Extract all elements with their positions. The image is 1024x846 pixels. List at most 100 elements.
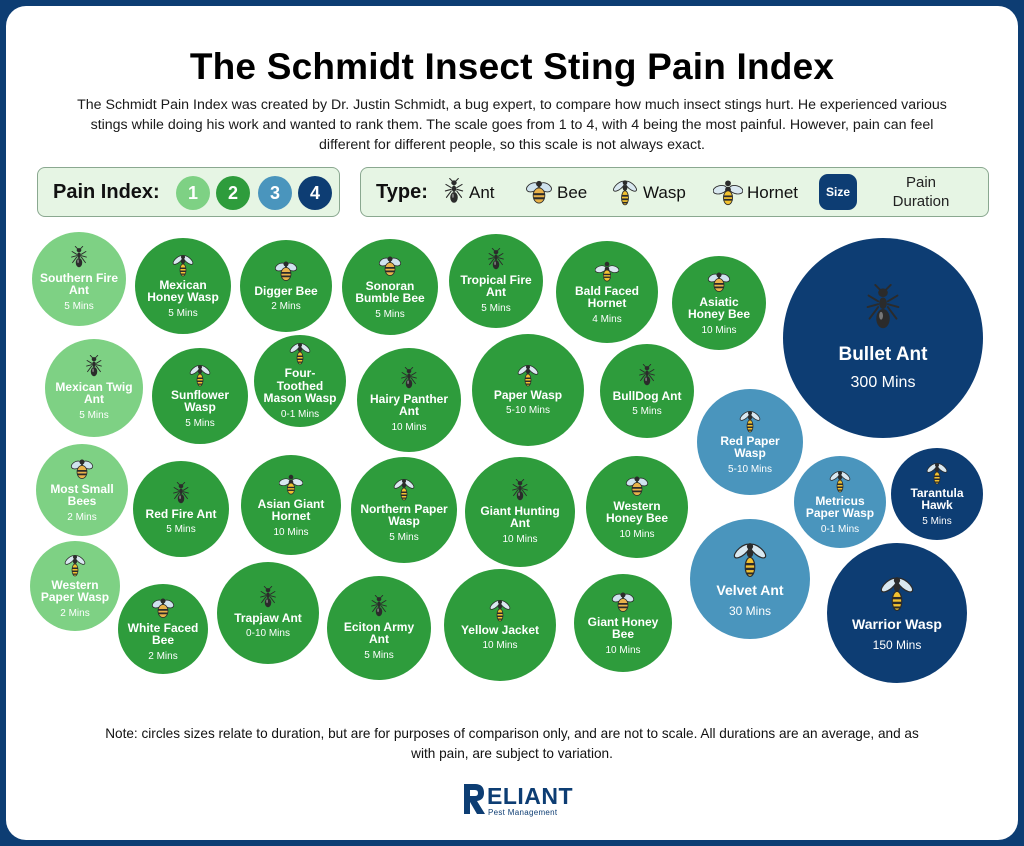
- bubble-duration: 10 Mins: [391, 421, 427, 433]
- bubble-name: Mexican Twig Ant: [55, 379, 133, 406]
- logo-subtitle: Pest Management: [488, 808, 558, 817]
- bubble-duration: 0-10 Mins: [246, 628, 290, 640]
- bubble-duration: 0-1 Mins: [820, 523, 860, 535]
- bubble-duration: 150 Mins: [872, 638, 922, 652]
- bubble-eciton-army-ant: Eciton Army Ant 5 Mins: [327, 576, 431, 680]
- bubble-sonoran-bumble-bee: Sonoran Bumble Bee 5 Mins: [342, 239, 438, 335]
- bubble-name: Trapjaw Ant: [234, 610, 302, 625]
- hornet-icon: [595, 259, 619, 283]
- bubble-duration: 10 Mins: [482, 640, 518, 652]
- bubble-duration: 10 Mins: [273, 526, 309, 538]
- bubble-asian-giant-hornet: Asian Giant Hornet 10 Mins: [241, 455, 341, 555]
- bubble-name: Giant Hunting Ant: [480, 503, 560, 530]
- intro-paragraph: The Schmidt Pain Index was created by Dr…: [77, 97, 947, 153]
- bubble-name: Bullet Ant: [838, 344, 928, 365]
- pain-level-2-badge: 2: [216, 176, 250, 210]
- bubble-four-toothed-mason-wasp: Four-Toothed Mason Wasp 0-1 Mins: [254, 335, 346, 427]
- bubble-warrior-wasp: Warrior Wasp 150 Mins: [827, 543, 967, 683]
- bubble-name: White Faced Bee: [127, 620, 199, 647]
- ant-icon: [82, 355, 106, 379]
- size-chip: Size: [819, 174, 857, 210]
- wasp-icon: [925, 461, 949, 485]
- bubble-name: Northern Paper Wasp: [360, 501, 448, 528]
- logo-wordmark: ELIANT: [487, 783, 574, 809]
- bee-icon: [151, 596, 175, 620]
- bubble-bald-faced-hornet: Bald Faced Hornet 4 Mins: [556, 241, 658, 343]
- bubble-duration: 5 Mins: [166, 524, 196, 536]
- pain-level-4-badge: 4: [298, 176, 332, 210]
- bubble-name: Hairy Panther Ant: [369, 391, 449, 418]
- pain-duration-caption: Pain Duration: [867, 173, 975, 211]
- bubble-duration: 300 Mins: [850, 374, 916, 391]
- bubble-name: Bald Faced Hornet: [574, 283, 640, 310]
- bubble-trapjaw-ant: Trapjaw Ant 0-10 Mins: [217, 562, 319, 664]
- bubble-duration: 5 Mins: [168, 307, 198, 319]
- bubble-duration: 2 Mins: [60, 607, 90, 619]
- bubble-mexican-honey-wasp: Mexican Honey Wasp 5 Mins: [135, 238, 231, 334]
- bubble-name: Tropical Fire Ant: [460, 272, 532, 299]
- pain-duration-line-1: Pain: [905, 174, 937, 191]
- bee-icon: [611, 590, 635, 614]
- bubble-duration: 5 Mins: [922, 515, 952, 527]
- bubble-duration: 5 Mins: [481, 302, 511, 314]
- bubble-name: Tarantula Hawk: [910, 485, 964, 512]
- bubble-white-faced-bee: White Faced Bee 2 Mins: [118, 584, 208, 674]
- bubble-name: Digger Bee: [254, 283, 318, 298]
- bubble-giant-hunting-ant: Giant Hunting Ant 10 Mins: [465, 457, 575, 567]
- wasp-icon: [288, 341, 312, 365]
- bubble-name: Western Paper Wasp: [40, 577, 110, 604]
- bubble-name: Mexican Honey Wasp: [147, 277, 219, 304]
- bubble-duration: 5 Mins: [64, 300, 94, 312]
- bubble-duration: 5 Mins: [632, 406, 662, 418]
- wasp-icon: [63, 553, 87, 577]
- bubble-name: Paper Wasp: [493, 387, 563, 402]
- bubble-duration: 10 Mins: [619, 528, 655, 540]
- bubble-metricus-paper-wasp: Metricus Paper Wasp 0-1 Mins: [794, 456, 886, 548]
- pain-level-1-badge: 1: [176, 176, 210, 210]
- bubble-name: Red Paper Wasp: [720, 433, 780, 460]
- bubble-name: Warrior Wasp: [852, 616, 942, 632]
- hornet-icon: [279, 472, 303, 496]
- bubble-name: Southern Fire Ant: [40, 270, 119, 297]
- ant-icon: [67, 246, 91, 270]
- ant-icon: [367, 595, 391, 619]
- bubble-name: Asian Giant Hornet: [257, 496, 325, 523]
- bubble-giant-honey-bee: Giant Honey Bee 10 Mins: [574, 574, 672, 672]
- bubble-duration: 10 Mins: [701, 324, 737, 336]
- bubble-name: Most Small Bees: [50, 481, 114, 508]
- bubble-duration: 30 Mins: [728, 604, 772, 618]
- logo-r-mark: [464, 784, 485, 814]
- bubble-yellow-jacket: Yellow Jacket 10 Mins: [444, 569, 556, 681]
- ant-icon: [397, 367, 421, 391]
- pain-index-label: Pain Index:: [53, 181, 160, 203]
- bubble-red-paper-wasp: Red Paper Wasp 5-10 Mins: [697, 389, 803, 495]
- wasp-icon: [828, 469, 852, 493]
- bubble-duration: 10 Mins: [502, 533, 538, 545]
- bubble-name: Sunflower Wasp: [170, 387, 229, 414]
- ant-icon: [635, 364, 659, 388]
- bubble-duration: 5 Mins: [185, 417, 215, 429]
- bubble-most-small-bees: Most Small Bees 2 Mins: [36, 444, 128, 536]
- bubble-western-paper-wasp: Western Paper Wasp 2 Mins: [30, 541, 120, 631]
- wasp-icon: [731, 540, 769, 578]
- ant-icon: [858, 284, 908, 334]
- bubble-bullet-ant: Bullet Ant 300 Mins: [783, 238, 983, 438]
- bubble-tarantula-hawk: Tarantula Hawk 5 Mins: [891, 448, 983, 540]
- bubble-digger-bee: Digger Bee 2 Mins: [240, 240, 332, 332]
- hornet-icon: [713, 178, 743, 211]
- bubble-name: Sonoran Bumble Bee: [355, 278, 425, 305]
- bubble-duration: 0-1 Mins: [280, 408, 320, 420]
- footnote: Note: circles sizes relate to duration, …: [105, 726, 919, 761]
- wasp-icon: [516, 363, 540, 387]
- bubble-western-honey-bee: Western Honey Bee 10 Mins: [586, 456, 688, 558]
- bubble-duration: 10 Mins: [605, 644, 641, 656]
- bubble-mexican-twig-ant: Mexican Twig Ant 5 Mins: [45, 339, 143, 437]
- bee-icon: [625, 474, 649, 498]
- type-label: Type:: [376, 181, 428, 203]
- bubble-name: BullDog Ant: [612, 388, 682, 403]
- type-legend: Type: Ant Bee Wasp Hornet Size Pain Dura…: [360, 167, 989, 217]
- ant-icon: [256, 586, 280, 610]
- bubble-hairy-panther-ant: Hairy Panther Ant 10 Mins: [357, 348, 461, 452]
- bubble-duration: 5 Mins: [375, 308, 405, 320]
- bubble-name: Velvet Ant: [716, 582, 784, 598]
